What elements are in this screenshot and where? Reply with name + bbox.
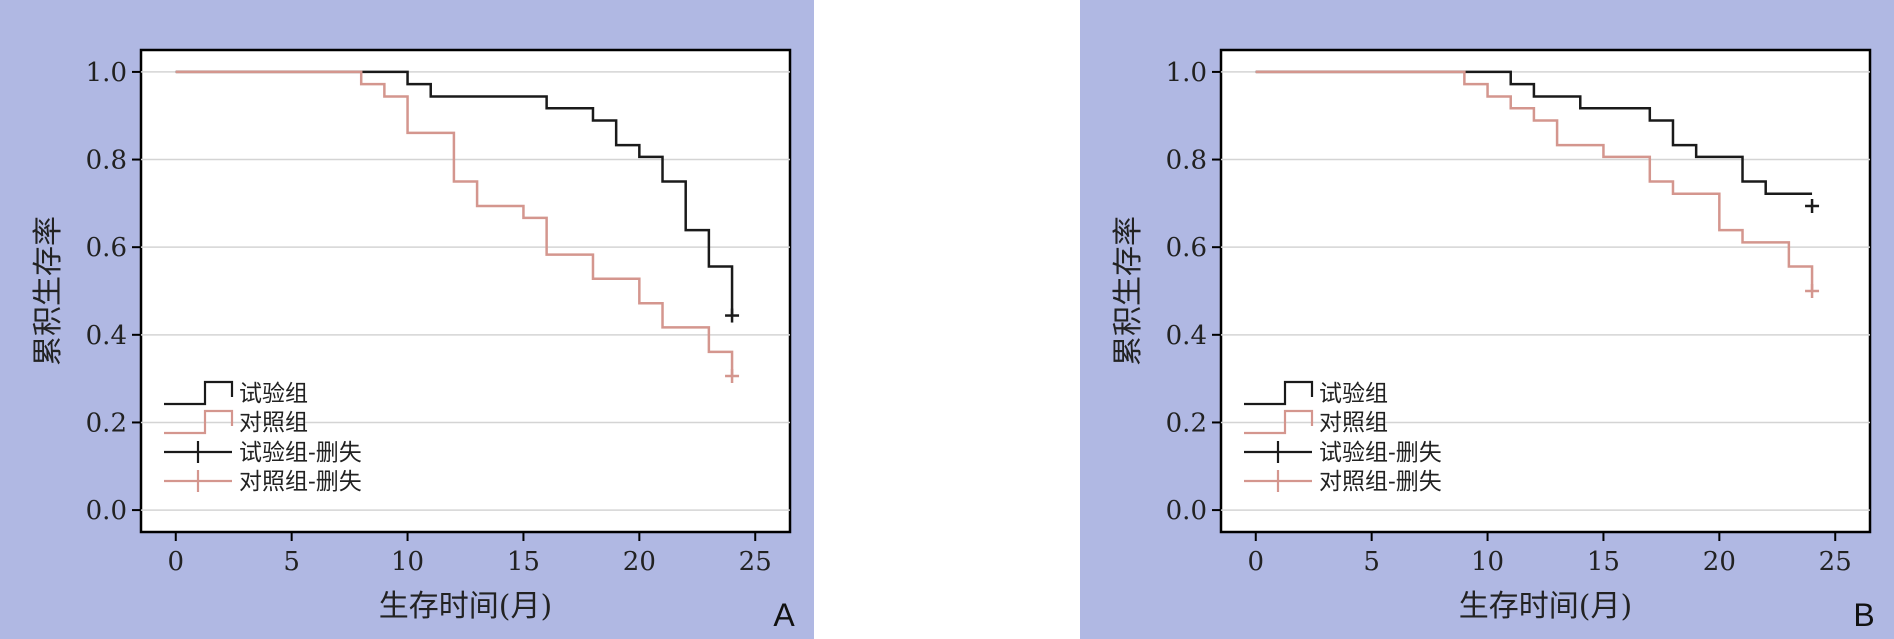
km-panel-a: 0.0 0.2 0.4 0.6 0.8 1.0 0 5 10 15 20 25 生存时间(月) 累积生存率…: [0, 0, 814, 639]
x-tick-label: 5: [1363, 547, 1380, 577]
km-chart-b: 0.0 0.2 0.4 0.6 0.8 1.0 0 5 10 15 20 25 生存时间(月) 累积生存率…: [1111, 48, 1875, 633]
censor-mark: [1805, 284, 1820, 298]
km-chart-a: 0.0 0.2 0.4 0.6 0.8 1.0 0 5 10 15 20 25 生存时间(月) 累积生存率…: [31, 48, 795, 633]
legend-label: 对照组-删失: [239, 469, 362, 495]
legend-entry: 对照组: [1244, 409, 1388, 436]
legend-entry: 对照组-删失: [164, 469, 362, 495]
x-tick-label: 15: [1587, 547, 1620, 577]
censor-mark: [1805, 198, 1820, 213]
x-tick-label: 20: [1703, 547, 1736, 577]
legend-label: 试验组: [1319, 381, 1388, 407]
legend-entry: 试验组: [1244, 380, 1388, 407]
series-line-treatment: [1255, 70, 1813, 195]
x-tick-label: 25: [1819, 547, 1852, 577]
x-tick-label: 10: [1471, 547, 1504, 577]
legend-swatch: [1244, 409, 1314, 435]
y-tick-label: 0.8: [86, 146, 127, 176]
legend-label: 试验组-删失: [1319, 440, 1442, 466]
x-tick-label: 10: [391, 547, 424, 577]
y-tick-label: 0.6: [86, 233, 127, 263]
legend-swatch: [164, 380, 234, 406]
y-tick-label: 0.4: [86, 321, 127, 351]
legend-label: 试验组: [239, 381, 308, 407]
series-line-control: [175, 70, 734, 377]
y-tick-label: 0.8: [1166, 146, 1207, 176]
plot-area: [1219, 48, 1872, 534]
km-panel-b: 0.0 0.2 0.4 0.6 0.8 1.0 0 5 10 15 20 25 生存时间(月) 累积生存率…: [1080, 0, 1894, 639]
y-tick-label: 1.0: [1166, 58, 1207, 88]
legend-entry: 试验组: [164, 380, 308, 407]
censor-mark: [725, 369, 740, 384]
x-tick-label: 0: [1247, 547, 1264, 577]
x-tick-label: 5: [283, 547, 300, 577]
y-tick-label: 0.6: [1166, 233, 1207, 263]
legend-label: 对照组: [239, 410, 308, 436]
x-tick-label: 25: [739, 547, 772, 577]
x-tick-label: 15: [507, 547, 540, 577]
plot-area: [139, 48, 792, 534]
y-tick-label: 0.2: [1166, 408, 1207, 438]
legend-label: 试验组-删失: [239, 440, 362, 466]
x-tick-label: 20: [623, 547, 656, 577]
series-line-control: [1255, 70, 1814, 291]
panel-label: B: [1853, 597, 1874, 633]
legend-label: 对照组: [1319, 410, 1388, 436]
legend-swatch: [1244, 380, 1314, 406]
series-line-treatment: [175, 70, 734, 316]
y-tick-label: 0.2: [86, 408, 127, 438]
x-axis-title: 生存时间(月): [379, 589, 552, 624]
legend-entry: 试验组-删失: [164, 440, 362, 466]
legend-entry: 试验组-删失: [1244, 440, 1442, 466]
y-axis-title: 累积生存率: [1111, 216, 1146, 366]
legend-label: 对照组-删失: [1319, 469, 1442, 495]
panel-label: A: [773, 597, 795, 633]
y-tick-label: 0.0: [86, 496, 127, 526]
y-axis-title: 累积生存率: [31, 216, 66, 366]
legend-entry: 对照组: [164, 409, 308, 436]
x-axis-title: 生存时间(月): [1459, 589, 1632, 624]
censor-mark: [725, 308, 740, 323]
y-tick-label: 0.0: [1166, 496, 1207, 526]
legend-swatch: [164, 409, 234, 435]
x-tick-label: 0: [167, 547, 184, 577]
legend-entry: 对照组-删失: [1244, 469, 1442, 495]
y-tick-label: 0.4: [1166, 321, 1207, 351]
y-tick-label: 1.0: [86, 58, 127, 88]
